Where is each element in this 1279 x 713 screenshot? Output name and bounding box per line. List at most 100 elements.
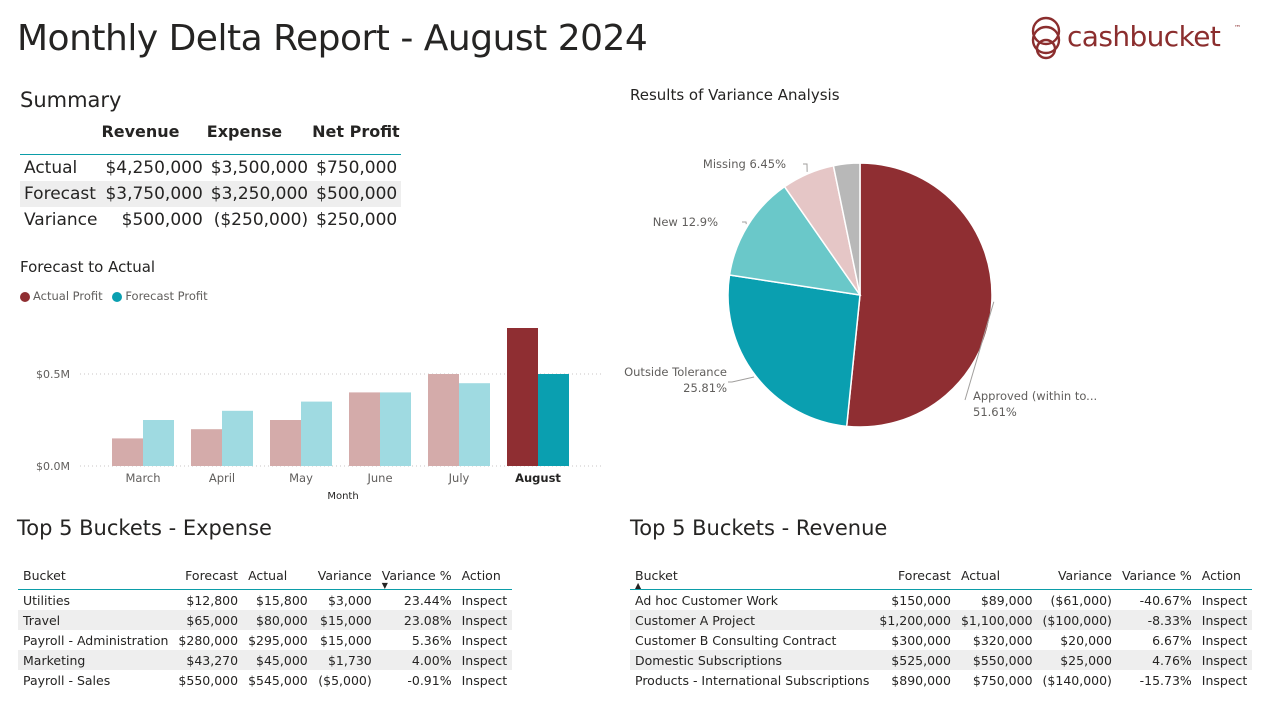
cell-variance-pct: 6.67% xyxy=(1152,632,1192,648)
summary-header-net-profit: Net Profit xyxy=(312,121,400,141)
legend-item-actual[interactable]: Actual Profit xyxy=(20,289,103,303)
inspect-link[interactable]: Inspect xyxy=(1196,650,1253,670)
bar-chart-title: Forecast to Actual xyxy=(20,258,156,276)
bar-actual-may xyxy=(270,420,301,466)
x-tick-label: June xyxy=(366,471,392,485)
cell-actual: $550,000 xyxy=(955,650,1038,670)
cell-variance-pct: 23.08% xyxy=(376,610,457,630)
legend-label-forecast: Forecast Profit xyxy=(125,289,208,303)
col-header-bucket[interactable]: Bucket ▲ xyxy=(630,556,875,590)
col-header-action[interactable]: Action xyxy=(456,556,513,590)
col-header-actual[interactable]: Actual xyxy=(243,556,313,590)
legend-marker-forecast xyxy=(112,291,123,302)
cell-variance-pct: -40.67% xyxy=(1139,592,1192,608)
inspect-link[interactable]: Inspect xyxy=(1196,610,1253,630)
table-row: Ad hoc Customer Work $150,000 $89,000 ($… xyxy=(630,590,1252,611)
col-header-forecast[interactable]: Forecast xyxy=(173,556,244,590)
sort-descending-icon: ▼ xyxy=(381,581,388,590)
forecast-to-actual-chart: $0.0M $0.5M March April May June July August Mon… xyxy=(36,328,602,502)
bar-forecast-may xyxy=(301,401,332,466)
cell-bucket: Ad hoc Customer Work xyxy=(635,592,778,608)
col-header-action[interactable]: Action xyxy=(1196,556,1253,590)
col-header-actual[interactable]: Actual xyxy=(955,556,1038,590)
bar-chart-legend: Actual Profit Forecast Profit xyxy=(20,289,214,303)
summary-cell: $3,500,000 xyxy=(210,158,309,178)
table-row: Domestic Subscriptions $525,000 $550,000… xyxy=(630,650,1253,670)
cell-forecast: $550,000 xyxy=(178,672,239,688)
cell-forecast: $12,800 xyxy=(186,592,239,608)
bar-forecast-august xyxy=(538,374,569,466)
cell-bucket: Marketing xyxy=(18,650,174,670)
summary-title: Summary xyxy=(20,88,122,112)
pie-slice-percent: 51.61% xyxy=(973,405,1017,419)
bar-actual-august xyxy=(507,328,538,466)
expense-table: Bucket Forecast Actual Variance Variance… xyxy=(18,556,513,690)
cell-variance: $3,000 xyxy=(327,592,372,608)
table-row: Travel $65,000 $80,000 $15,000 23.08% In… xyxy=(18,610,513,630)
x-tick-label: March xyxy=(125,471,160,485)
inspect-link[interactable]: Inspect xyxy=(461,632,508,648)
summary-row-label: Forecast xyxy=(20,181,102,207)
col-header-variance-pct-label: Variance % xyxy=(381,568,452,583)
cell-bucket: Customer B Consulting Contract xyxy=(635,632,837,648)
pie-leader-line xyxy=(803,163,808,172)
table-row: Customer A Project $1,200,000 $1,100,000… xyxy=(630,610,1253,630)
revenue-table-title: Top 5 Buckets - Revenue xyxy=(630,516,888,540)
cell-variance-pct: 4.76% xyxy=(1116,650,1197,670)
inspect-link[interactable]: Inspect xyxy=(456,650,513,670)
summary-cell: $3,750,000 xyxy=(101,181,207,207)
summary-header-blank xyxy=(20,118,101,155)
summary-cell: ($250,000) xyxy=(213,210,309,230)
inspect-link[interactable]: Inspect xyxy=(1201,632,1248,648)
cell-actual: $750,000 xyxy=(972,672,1033,688)
x-tick-label: April xyxy=(209,471,235,485)
x-tick-label: July xyxy=(448,471,470,485)
inspect-link[interactable]: Inspect xyxy=(461,592,508,608)
pie-slice xyxy=(832,162,861,296)
summary-header-row: Revenue Expense Net Profit xyxy=(20,118,402,155)
cell-bucket: Products - International Subscriptions xyxy=(635,672,870,688)
summary-header-revenue: Revenue xyxy=(101,121,180,141)
cell-variance-pct: -15.73% xyxy=(1139,672,1192,688)
col-header-bucket[interactable]: Bucket xyxy=(18,556,174,590)
bar-actual-july xyxy=(428,374,459,466)
inspect-link[interactable]: Inspect xyxy=(1201,592,1248,608)
cell-variance: ($100,000) xyxy=(1037,610,1117,630)
x-axis-title: Month xyxy=(327,491,358,502)
inspect-link[interactable]: Inspect xyxy=(461,672,508,688)
cell-forecast: $1,200,000 xyxy=(874,610,956,630)
summary-cell: $750,000 xyxy=(316,158,398,178)
variance-analysis-pie: Approved (within to... 51.61% Outside Tole… xyxy=(624,157,1097,428)
cell-variance: $15,000 xyxy=(320,632,372,648)
expense-header-row: Bucket Forecast Actual Variance Variance… xyxy=(18,556,513,590)
bar-forecast-june xyxy=(380,392,411,466)
cell-bucket: Customer A Project xyxy=(630,610,875,630)
bar-actual-april xyxy=(191,429,222,466)
cell-variance-pct: -0.91% xyxy=(407,672,452,688)
col-header-variance-pct[interactable]: Variance % xyxy=(1116,556,1197,590)
cell-variance: $20,000 xyxy=(1060,632,1112,648)
cell-forecast: $890,000 xyxy=(891,672,951,688)
pie-leader-line xyxy=(964,301,995,401)
cell-actual: $80,000 xyxy=(243,610,313,630)
summary-row-forecast: Forecast $3,750,000 $3,250,000 $500,000 xyxy=(20,181,402,207)
col-header-variance[interactable]: Variance xyxy=(312,556,377,590)
cell-forecast: $65,000 xyxy=(173,610,244,630)
cell-forecast: $43,270 xyxy=(173,650,244,670)
col-header-variance[interactable]: Variance xyxy=(1037,556,1117,590)
bar-forecast-march xyxy=(143,420,174,466)
cell-actual: $320,000 xyxy=(972,632,1033,648)
cell-variance-pct: -8.33% xyxy=(1116,610,1197,630)
table-row: Customer B Consulting Contract $300,000 … xyxy=(630,630,1252,650)
summary-row-actual: Actual $4,250,000 $3,500,000 $750,000 xyxy=(20,155,401,182)
col-header-variance-pct[interactable]: Variance % ▼ xyxy=(376,556,457,590)
y-tick-label: $0.0M xyxy=(36,460,70,473)
legend-item-forecast[interactable]: Forecast Profit xyxy=(112,289,208,303)
pie-leader-line xyxy=(728,376,755,383)
table-row: Products - International Subscriptions $… xyxy=(630,670,1252,690)
inspect-link[interactable]: Inspect xyxy=(1201,672,1248,688)
col-header-forecast[interactable]: Forecast xyxy=(874,556,956,590)
cell-forecast: $280,000 xyxy=(178,632,239,648)
inspect-link[interactable]: Inspect xyxy=(456,610,513,630)
summary-header-expense: Expense xyxy=(206,121,283,141)
